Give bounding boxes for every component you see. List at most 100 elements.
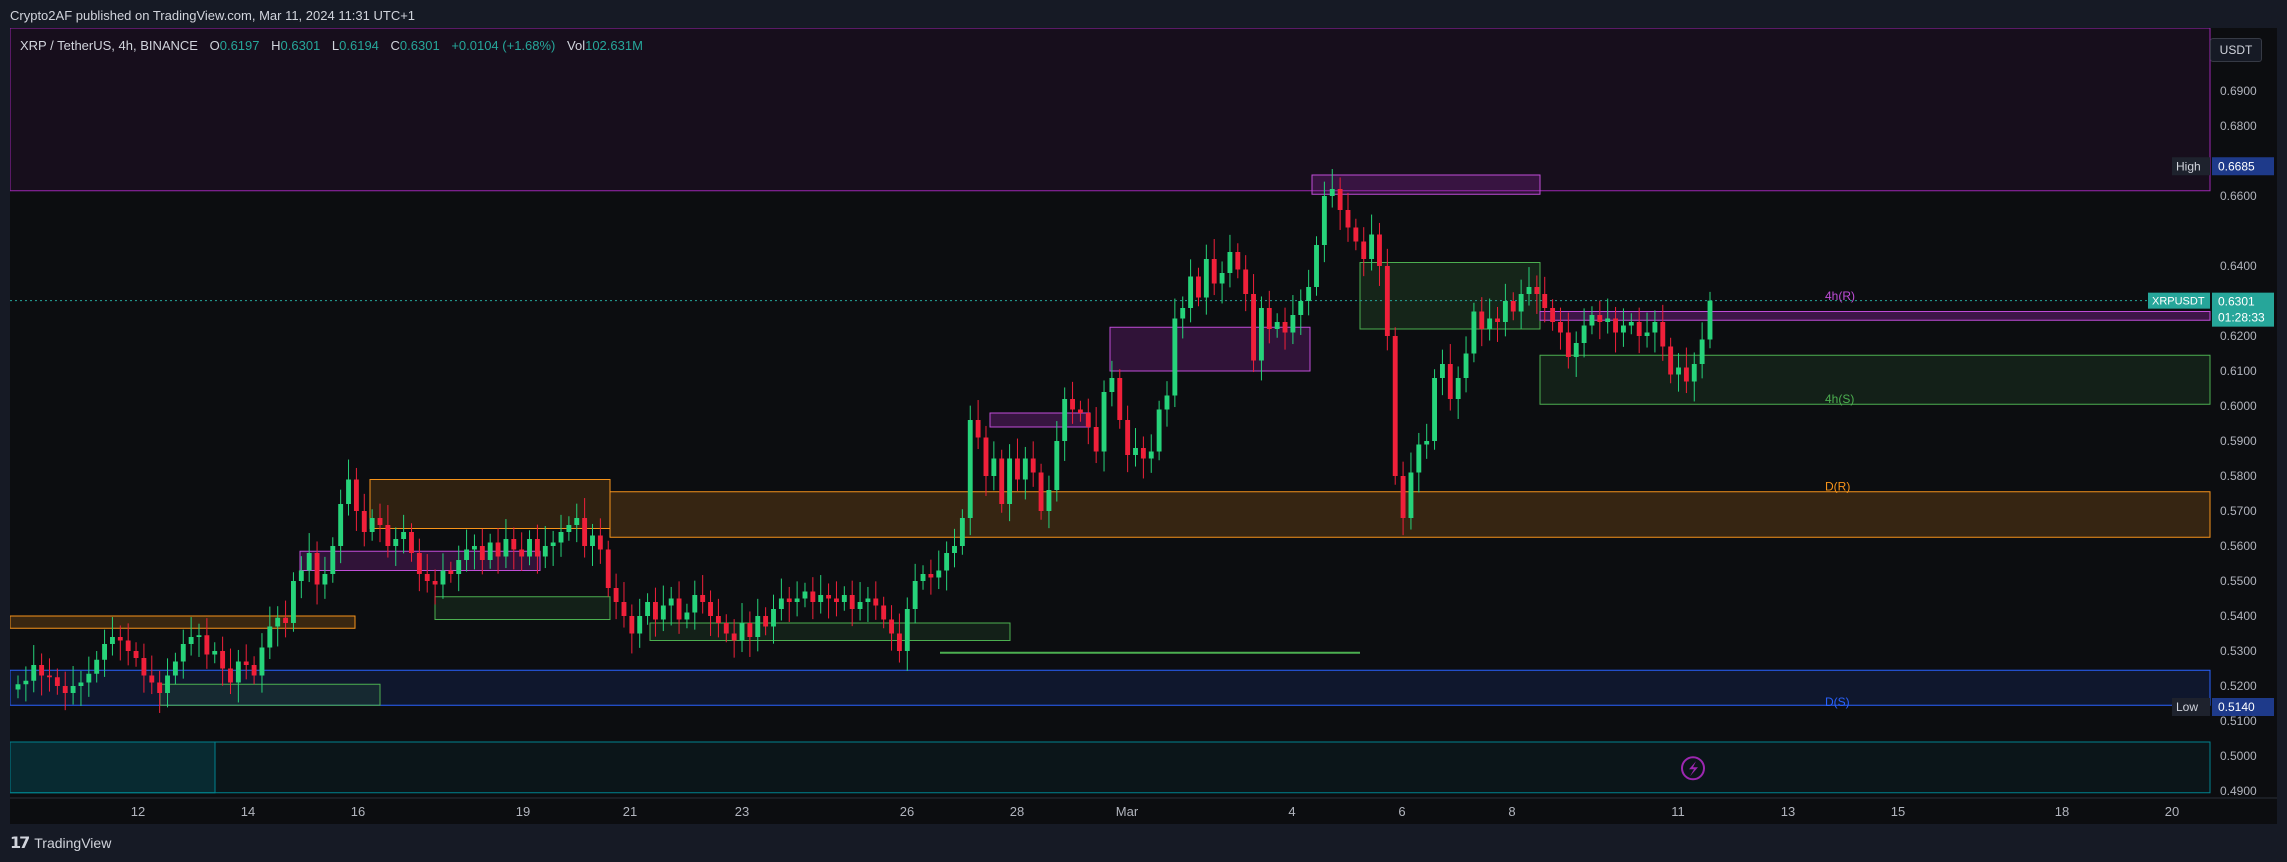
candle-body-43[interactable] — [353, 479, 359, 512]
candle-body-117[interactable] — [936, 570, 942, 578]
candle-body-193[interactable] — [1534, 287, 1540, 294]
candle-body-213[interactable] — [1691, 364, 1697, 382]
candle-body-86[interactable] — [692, 595, 698, 613]
candle-body-121[interactable] — [967, 420, 973, 518]
candle-body-151[interactable] — [1203, 259, 1209, 298]
candle-body-9[interactable] — [86, 673, 92, 683]
candle-body-80[interactable] — [645, 602, 651, 616]
candle-body-156[interactable] — [1243, 269, 1249, 295]
candle-body-184[interactable] — [1463, 353, 1469, 379]
candle-body-65[interactable] — [527, 539, 532, 557]
candle-body-76[interactable] — [613, 588, 619, 602]
candle-body-10[interactable] — [94, 659, 100, 674]
candle-body-215[interactable] — [1707, 300, 1713, 340]
candle-body-157[interactable] — [1251, 294, 1256, 361]
candle-body-124[interactable] — [991, 458, 997, 477]
lightning-icon[interactable] — [1681, 756, 1705, 781]
candle-body-103[interactable] — [826, 595, 832, 599]
candle-body-164[interactable] — [1306, 287, 1312, 301]
candle-body-63[interactable] — [511, 539, 517, 550]
candle-body-39[interactable] — [322, 574, 328, 585]
candle-body-54[interactable] — [440, 570, 446, 585]
candle-body-160[interactable] — [1274, 322, 1280, 329]
candle-body-91[interactable] — [731, 633, 737, 641]
candle-body-57[interactable] — [464, 549, 470, 561]
candle-body-161[interactable] — [1282, 322, 1288, 333]
candle-body-207[interactable] — [1644, 332, 1650, 337]
candle-body-62[interactable] — [503, 539, 509, 557]
candle-body-174[interactable] — [1384, 266, 1390, 336]
chart-area[interactable]: 4h(R)4h(S)D(R)D(S)0.70000.69000.68000.66… — [10, 28, 2277, 824]
candle-body-11[interactable] — [102, 644, 108, 660]
candle-body-182[interactable] — [1447, 364, 1453, 399]
candle-body-17[interactable] — [149, 675, 155, 683]
candle-body-159[interactable] — [1266, 308, 1272, 329]
candle-body-41[interactable] — [338, 504, 344, 546]
candle-body-178[interactable] — [1416, 444, 1422, 473]
candle-body-155[interactable] — [1235, 252, 1241, 270]
candle-body-136[interactable] — [1085, 413, 1091, 427]
candle-body-134[interactable] — [1070, 399, 1075, 410]
candle-body-69[interactable] — [558, 532, 564, 543]
candle-body-176[interactable] — [1400, 476, 1406, 518]
candle-body-135[interactable] — [1077, 409, 1083, 414]
candle-body-194[interactable] — [1542, 294, 1548, 308]
candle-body-12[interactable] — [109, 637, 115, 644]
candle-body-6[interactable] — [62, 686, 68, 693]
candle-body-55[interactable] — [448, 570, 454, 575]
candle-body-187[interactable] — [1487, 318, 1493, 330]
candle-body-125[interactable] — [999, 458, 1005, 505]
candle-body-97[interactable] — [778, 598, 784, 610]
candle-body-64[interactable] — [519, 549, 525, 557]
candle-body-210[interactable] — [1668, 346, 1674, 375]
candle-body-141[interactable] — [1125, 420, 1131, 455]
candle-body-93[interactable] — [747, 623, 753, 637]
candle-body-30[interactable] — [251, 665, 257, 676]
candle-body-206[interactable] — [1636, 322, 1642, 336]
candle-body-144[interactable] — [1148, 451, 1154, 459]
candle-body-44[interactable] — [361, 511, 367, 532]
candle-body-115[interactable] — [920, 574, 926, 581]
candle-body-28[interactable] — [235, 661, 241, 683]
candle-body-49[interactable] — [401, 532, 407, 539]
candle-body-2[interactable] — [31, 665, 37, 681]
candle-body-145[interactable] — [1156, 409, 1162, 452]
candle-body-179[interactable] — [1424, 441, 1430, 445]
candle-body-23[interactable] — [196, 635, 202, 637]
candle-body-40[interactable] — [330, 546, 336, 574]
candle-body-202[interactable] — [1605, 318, 1611, 323]
candle-body-119[interactable] — [952, 546, 957, 553]
candle-body-15[interactable] — [133, 651, 139, 658]
candle-body-99[interactable] — [794, 598, 800, 603]
candle-body-114[interactable] — [912, 581, 918, 609]
candle-body-31[interactable] — [259, 647, 265, 676]
candle-body-38[interactable] — [314, 553, 320, 585]
candle-body-149[interactable] — [1188, 276, 1194, 309]
candle-body-128[interactable] — [1022, 458, 1028, 480]
candle-body-212[interactable] — [1683, 367, 1689, 382]
candle-body-92[interactable] — [739, 623, 745, 641]
candle-body-58[interactable] — [472, 546, 477, 550]
candle-body-162[interactable] — [1290, 315, 1296, 333]
candle-body-139[interactable] — [1109, 378, 1115, 392]
candle-body-122[interactable] — [975, 420, 981, 438]
candle-body-163[interactable] — [1298, 301, 1304, 315]
candle-body-123[interactable] — [983, 437, 989, 477]
candle-body-102[interactable] — [818, 595, 824, 602]
candle-body-167[interactable] — [1329, 189, 1335, 196]
candle-body-72[interactable] — [582, 518, 588, 546]
candle-body-200[interactable] — [1589, 315, 1595, 326]
candle-body-56[interactable] — [456, 560, 462, 574]
candle-body-16[interactable] — [141, 658, 147, 676]
candle-body-89[interactable] — [715, 616, 721, 623]
candle-body-140[interactable] — [1117, 378, 1123, 420]
candle-body-148[interactable] — [1180, 308, 1186, 319]
candle-body-19[interactable] — [165, 675, 170, 694]
candle-body-101[interactable] — [810, 591, 816, 603]
candle-body-205[interactable] — [1628, 322, 1634, 326]
candle-body-36[interactable] — [298, 570, 304, 582]
candle-body-74[interactable] — [597, 535, 603, 550]
candle-body-18[interactable] — [157, 682, 163, 694]
candle-body-199[interactable] — [1581, 325, 1587, 344]
candle-body-79[interactable] — [637, 616, 643, 634]
